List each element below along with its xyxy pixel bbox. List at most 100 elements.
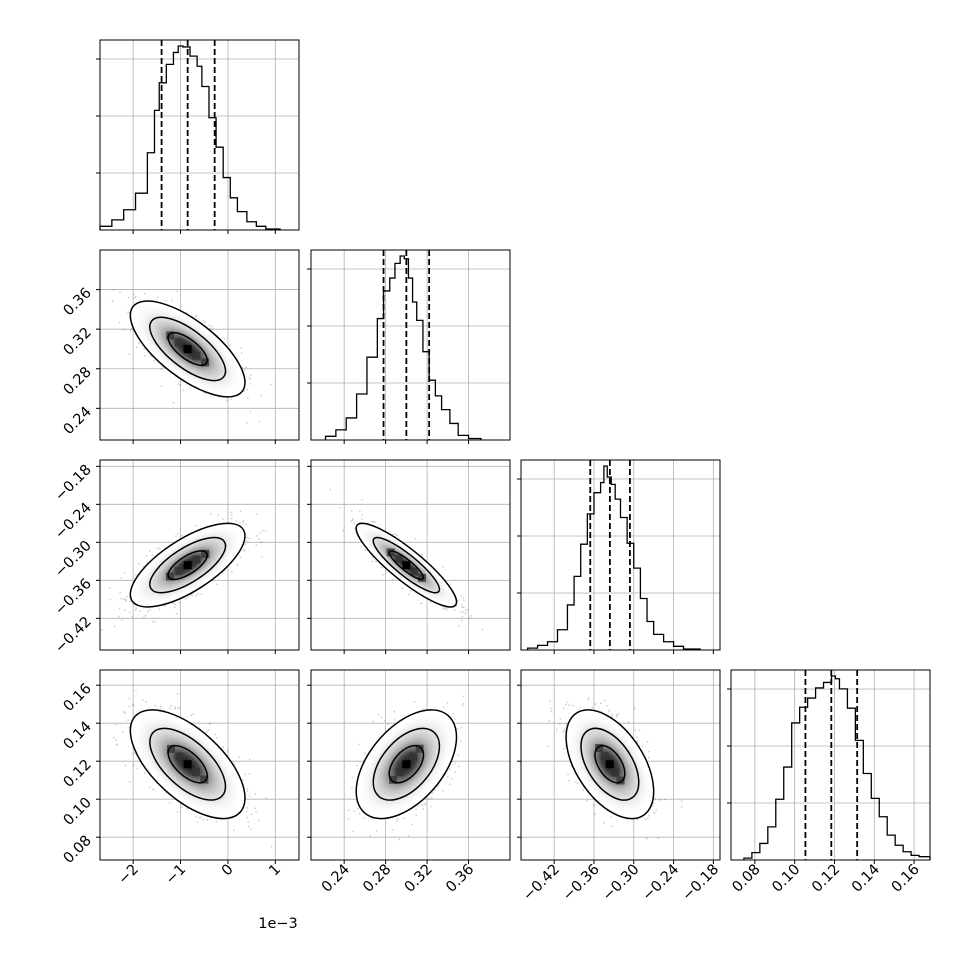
density-panel xyxy=(113,689,273,848)
y-tick-label: 0.32 xyxy=(61,325,95,359)
contour-2 xyxy=(580,727,640,801)
density-bin xyxy=(418,573,427,582)
y-tick-label: 0.14 xyxy=(61,719,95,753)
x-tick-label: −0.30 xyxy=(600,862,643,905)
density-bin xyxy=(402,760,411,769)
density-bin xyxy=(605,760,614,769)
contour-2 xyxy=(149,536,227,594)
density-bin xyxy=(183,760,192,769)
density-bin xyxy=(386,548,395,557)
density-bin xyxy=(174,338,183,347)
density-bin xyxy=(595,743,604,752)
density-bin xyxy=(408,752,417,761)
y-tick-label: 0.12 xyxy=(61,757,95,791)
x-tick-label: 0.12 xyxy=(809,862,843,896)
x-tick-label: 0.10 xyxy=(769,862,803,896)
panel-frame xyxy=(99,39,300,231)
contour-1 xyxy=(594,744,626,784)
panel-frame xyxy=(99,249,300,441)
histogram-step xyxy=(743,675,931,860)
density-bin xyxy=(600,752,609,761)
x-tick-label: 0.16 xyxy=(889,862,923,896)
density-bin xyxy=(201,549,210,558)
x-tick-label: −1 xyxy=(163,862,189,888)
x-tick-label: 0.14 xyxy=(849,862,883,896)
density-bin xyxy=(616,776,625,785)
density-bin xyxy=(183,344,192,353)
contour-3 xyxy=(129,709,246,820)
x-tick-label: 0.08 xyxy=(730,862,764,896)
panel-frame xyxy=(310,459,511,651)
density-bin xyxy=(192,351,201,360)
density-bin xyxy=(183,561,192,570)
density-bin xyxy=(192,555,201,564)
y-tick-label: 0.24 xyxy=(61,404,95,438)
density-bin xyxy=(191,767,200,776)
contour-2 xyxy=(149,316,227,382)
density-bin xyxy=(410,567,419,576)
y-tick-label: −0.30 xyxy=(52,538,95,581)
contour-1 xyxy=(167,744,208,784)
density-panel xyxy=(547,697,683,840)
density-bin xyxy=(389,775,398,784)
density-panel xyxy=(348,695,465,841)
x-tick-label: −0.36 xyxy=(560,862,603,905)
contour-1 xyxy=(388,550,425,581)
y-tick-label: 0.16 xyxy=(61,681,95,715)
contour-3 xyxy=(355,522,458,608)
contour-2 xyxy=(372,727,441,801)
contour-3 xyxy=(129,300,246,398)
panel-frame xyxy=(520,459,721,651)
density-bin xyxy=(395,768,404,777)
panel-frame xyxy=(730,669,931,861)
y-tick-label: −0.36 xyxy=(52,576,95,619)
y-tick-label: 0.08 xyxy=(61,833,95,867)
panel-frame xyxy=(310,249,511,441)
y-tick-label: 0.36 xyxy=(61,285,95,319)
histogram-step xyxy=(99,45,281,230)
density-bin xyxy=(166,744,175,753)
density-bin xyxy=(200,775,209,784)
density-bin xyxy=(175,752,184,761)
density-panel xyxy=(101,510,267,631)
panel-frame xyxy=(99,669,300,861)
contour-1 xyxy=(167,550,208,581)
density-bin xyxy=(611,768,620,777)
contour-3 xyxy=(565,709,655,820)
y-tick-label: 0.28 xyxy=(61,364,95,398)
x-tick-label: −0.18 xyxy=(679,862,722,905)
density-bin xyxy=(415,744,424,753)
x-tick-label: −0.24 xyxy=(640,862,683,905)
y-tick-label: 0.10 xyxy=(61,795,95,829)
panel-frame xyxy=(520,669,721,861)
histogram-step xyxy=(526,465,701,650)
density-panel xyxy=(329,488,484,631)
contour-1 xyxy=(167,331,208,367)
panel-frame xyxy=(310,669,511,861)
density-bin xyxy=(201,358,210,367)
y-tick-label: −0.24 xyxy=(52,500,95,543)
contour-3 xyxy=(355,709,458,820)
density-bin xyxy=(402,561,411,570)
x-tick-label: −2 xyxy=(116,862,142,888)
density-bin xyxy=(394,554,403,563)
contour-2 xyxy=(149,727,227,801)
density-panel xyxy=(111,289,272,424)
panel-frame xyxy=(99,459,300,651)
x-tick-label: 0.24 xyxy=(319,862,353,896)
histogram-step xyxy=(324,255,482,440)
x-tick-label: 0 xyxy=(219,862,237,880)
y-tick-label: −0.42 xyxy=(52,614,95,657)
contour-1 xyxy=(388,744,425,784)
x-tick-label: 1 xyxy=(266,862,284,880)
offset-text: 1e−3 xyxy=(258,916,298,932)
contour-3 xyxy=(129,522,246,608)
x-tick-label: −0.42 xyxy=(520,862,563,905)
density-bin xyxy=(174,566,183,575)
x-tick-label: 0.28 xyxy=(360,862,394,896)
x-tick-label: 0.32 xyxy=(402,862,436,896)
density-bin xyxy=(166,331,175,340)
contour-2 xyxy=(372,536,441,594)
x-tick-label: 0.36 xyxy=(443,862,477,896)
